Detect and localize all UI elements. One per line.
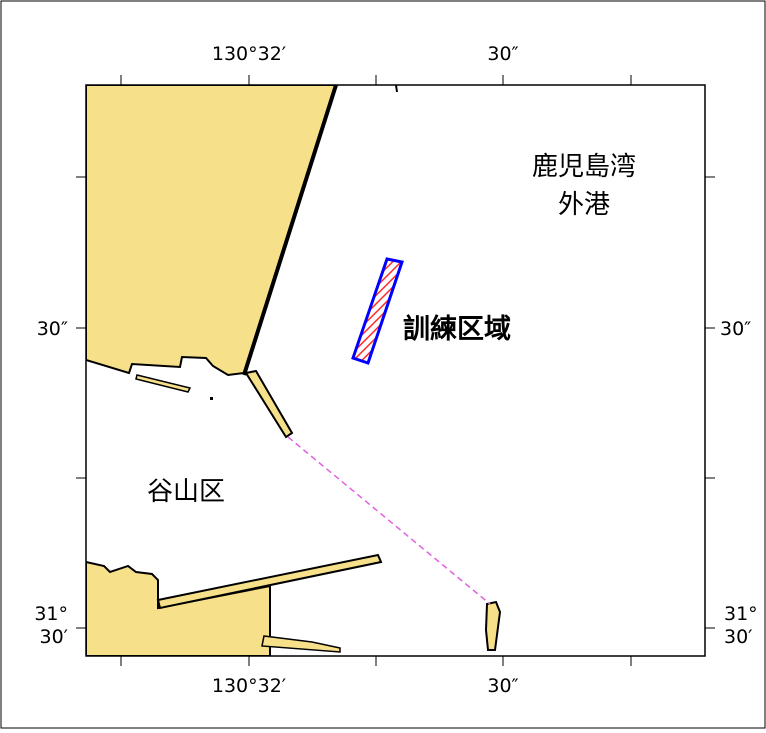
map-frame <box>85 84 706 657</box>
label-kagoshima-bay: 鹿児島湾 <box>532 152 636 182</box>
tick-bottom-1: 130°32′ <box>212 675 286 697</box>
tick-top-1: 130°32′ <box>212 43 286 65</box>
tick-top-2: 30″ <box>487 43 518 65</box>
jetty <box>244 369 294 439</box>
tick-right-2: 31° <box>724 603 758 625</box>
tick-right-1: 30″ <box>720 318 751 340</box>
label-taniyama: 谷山区 <box>147 477 225 507</box>
course-line <box>287 436 491 605</box>
pier-south <box>261 635 341 653</box>
tick-bottom-2: 30″ <box>487 675 518 697</box>
left-ticks <box>76 176 86 629</box>
long-pier <box>156 553 383 610</box>
tick-left-2: 31° <box>34 603 68 625</box>
tick-left-3: 30′ <box>40 626 69 648</box>
label-training-area: 訓練区域 <box>403 313 511 345</box>
training-area <box>351 257 404 365</box>
buoy-dot <box>210 397 213 400</box>
top-ticks <box>120 75 632 85</box>
label-outer-harbor: 外港 <box>558 190 610 220</box>
right-ticks <box>705 176 715 629</box>
seawall-edge <box>242 85 338 376</box>
land-south <box>86 560 271 656</box>
tick-right-3: 30′ <box>724 626 753 648</box>
breakwater-small <box>135 374 192 393</box>
tick-left-1: 30″ <box>37 318 68 340</box>
offshore-breakwater <box>484 600 502 651</box>
top-mark <box>395 85 398 93</box>
bottom-ticks <box>120 656 632 666</box>
